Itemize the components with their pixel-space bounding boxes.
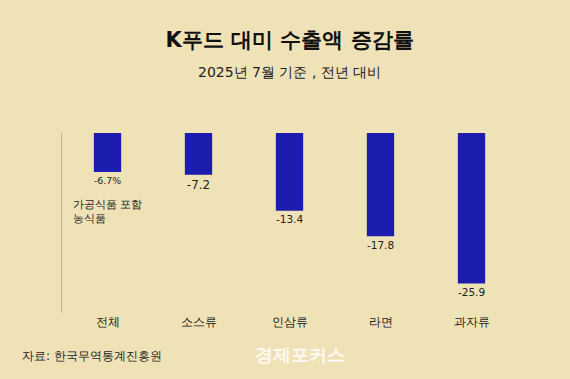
svg-text:-17.8: -17.8 — [367, 239, 394, 251]
svg-text:전체: 전체 — [96, 315, 120, 329]
svg-text:과자류: 과자류 — [454, 315, 490, 329]
svg-text:인삼류: 인삼류 — [272, 315, 308, 329]
svg-text:2025년 7월 기준 , 전년 대비: 2025년 7월 기준 , 전년 대비 — [198, 64, 381, 80]
svg-text:가공식품 포함농식품: 가공식품 포함농식품 — [73, 198, 143, 225]
svg-text:-7.2: -7.2 — [187, 178, 210, 192]
svg-text:K푸드 대미 수출액 증감률: K푸드 대미 수출액 증감률 — [165, 28, 413, 52]
svg-text:경제포커스: 경제포커스 — [255, 344, 345, 365]
svg-text:소스류: 소스류 — [181, 315, 217, 329]
svg-text:자료: 한국무역통계진흥원: 자료: 한국무역통계진흥원 — [22, 349, 162, 363]
svg-text:-13.4: -13.4 — [276, 213, 304, 225]
svg-text:-25.9: -25.9 — [458, 286, 485, 298]
svg-text:-6.7%: -6.7% — [94, 175, 121, 186]
svg-text:라면: 라면 — [369, 315, 393, 329]
